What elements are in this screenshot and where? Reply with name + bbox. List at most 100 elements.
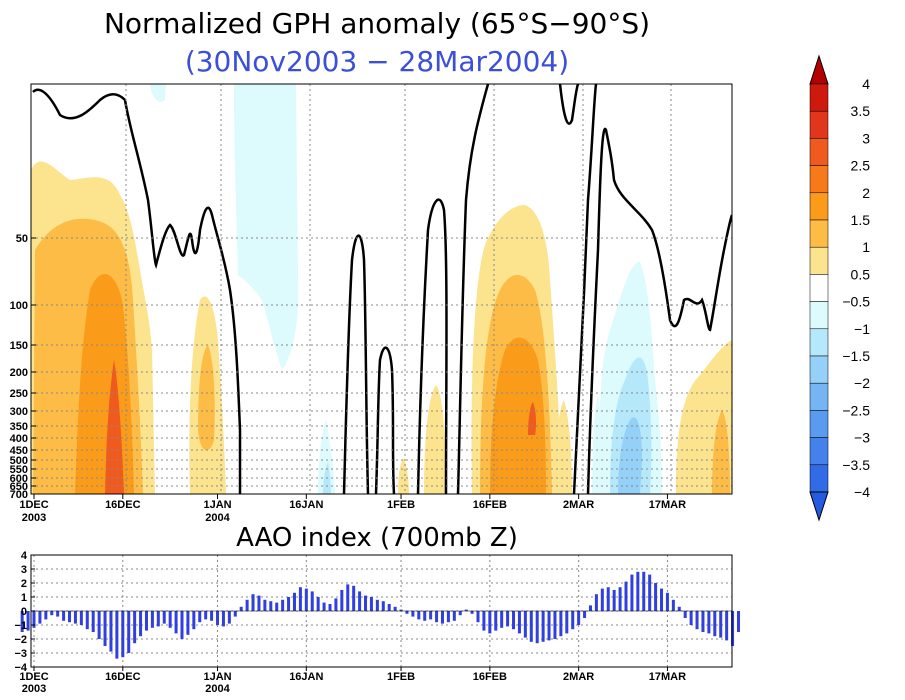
colorbar-level-label: −0.5: [842, 294, 870, 310]
bar-y-tick-label: −4: [14, 662, 27, 674]
aao-bar: [168, 611, 172, 628]
colorbar-swatch: [809, 83, 829, 112]
aao-bar: [630, 574, 634, 611]
heatmap-fill-warm-feb-edge: [556, 400, 572, 494]
aao-bar: [565, 611, 569, 634]
chart-title: Normalized GPH anomaly (65°S−90°S): [104, 7, 650, 40]
colorbar-bottom-arrow: [809, 491, 829, 522]
heatmap-x-tick-label: 1DEC: [19, 499, 48, 511]
aao-bar: [529, 611, 533, 642]
heatmap-y-tick-label: 200: [10, 367, 28, 379]
aao-bar: [216, 611, 220, 625]
contour-line-mar2: [586, 127, 732, 494]
colorbar-swatch: [809, 437, 829, 466]
heatmap-fill-warm-mar-1: [712, 410, 730, 494]
heatmap-x-tick-label: 1JAN: [203, 499, 231, 511]
aao-bar: [310, 591, 314, 611]
aao-bar: [204, 611, 208, 620]
aao-bar: [346, 584, 350, 611]
aao-bar: [713, 611, 717, 637]
heatmap-x-tick-label: 16JAN: [289, 499, 323, 511]
bar-chart-title: AAO index (700mb Z): [236, 523, 518, 553]
aao-bar: [695, 611, 699, 630]
heatmap-fill-warm-feb-2: [528, 402, 537, 435]
colorbar-swatch: [809, 301, 829, 330]
aao-bar: [588, 605, 592, 611]
aao-bar: [115, 611, 119, 659]
colorbar-level-label: −2.5: [842, 402, 870, 418]
heatmap-x-tick-label: 16DEC: [105, 499, 141, 511]
colorbar-level-label: −1: [854, 321, 870, 337]
aao-bar: [245, 599, 249, 611]
bar-y-tick-label: −2: [14, 634, 27, 646]
colorbar-swatch: [809, 192, 829, 221]
aao-bar: [654, 583, 658, 611]
aao-bar: [606, 587, 610, 611]
aao-bar: [186, 611, 190, 635]
colorbar: 4 3.5 3 2.5 2 1.5 1 0.5 −0.5 −1 −1.5 −2 −2.5 −3 −3.5 −4: [809, 54, 870, 522]
aao-bar: [707, 611, 711, 634]
bar-y-tick-label: 0: [21, 606, 27, 618]
bar-chart-y-axis: 4 3 2 1 0 −1 −2 −3 −4: [14, 550, 35, 674]
bar-x-tick-label: 16JAN: [289, 671, 323, 683]
aao-bar: [251, 594, 255, 611]
aao-bar: [139, 611, 143, 637]
heatmap-y-tick-label: 400: [10, 433, 28, 445]
aao-bar: [109, 611, 113, 652]
aao-bar: [369, 597, 373, 611]
heatmap-x-tick-sublabel: 2004: [205, 512, 230, 524]
colorbar-swatch: [809, 328, 829, 357]
aao-bar: [393, 606, 397, 611]
bar-y-tick-label: −3: [14, 648, 27, 660]
heatmap-x-tick-label: 1FEB: [387, 499, 415, 511]
aao-bar: [399, 609, 403, 611]
aao-bar: [32, 611, 36, 628]
aao-bar: [198, 611, 202, 623]
contour-line-feb2: [456, 84, 490, 494]
aao-bar: [281, 599, 285, 611]
aao-bar: [26, 611, 30, 631]
aao-bar: [364, 595, 368, 611]
bar-x-tick-label: 17MAR: [649, 671, 686, 683]
aao-bar: [547, 611, 551, 641]
aao-bar: [156, 611, 160, 627]
aao-bar: [660, 588, 664, 611]
aao-bar: [583, 611, 587, 618]
aao-bar: [263, 599, 267, 611]
heatmap-y-tick-label: 550: [10, 464, 28, 476]
aao-bar: [541, 611, 545, 642]
aao-bar: [701, 611, 705, 632]
aao-bar: [287, 597, 291, 611]
colorbar-swatch: [809, 165, 829, 194]
aao-bar: [636, 571, 640, 611]
aao-bar: [97, 611, 101, 639]
aao-bar: [435, 611, 439, 623]
aao-bar: [381, 601, 385, 611]
heatmap-x-tick-label: 16FEB: [473, 499, 507, 511]
aao-bar: [38, 611, 42, 624]
heatmap-fill-cool-jan: [234, 84, 299, 370]
aao-bar: [298, 587, 302, 611]
heatmap-fill-warm-2: [105, 360, 124, 494]
aao-bar: [512, 611, 516, 630]
aao-bar: [731, 611, 735, 646]
aao-bar: [494, 611, 498, 631]
heatmap-x-tick-label: 17MAR: [649, 499, 686, 511]
heatmap-fill-cool-top: [150, 84, 166, 102]
bar-x-tick-sublabel: 2003: [22, 683, 46, 695]
heatmap-x-tick-sublabel: 2003: [22, 512, 46, 524]
heatmap-frame: [30, 83, 733, 495]
aao-bar: [210, 611, 214, 621]
colorbar-swatch: [809, 355, 829, 384]
colorbar-swatch: [809, 464, 829, 493]
aao-bar: [464, 609, 468, 611]
aao-bar: [683, 611, 687, 618]
colorbar-swatch: [809, 110, 829, 139]
aao-bars: [20, 571, 740, 659]
heatmap-panel: 50 100 150 200 250 300 35040045050055060065070…: [10, 83, 733, 524]
aao-bar: [44, 611, 48, 620]
